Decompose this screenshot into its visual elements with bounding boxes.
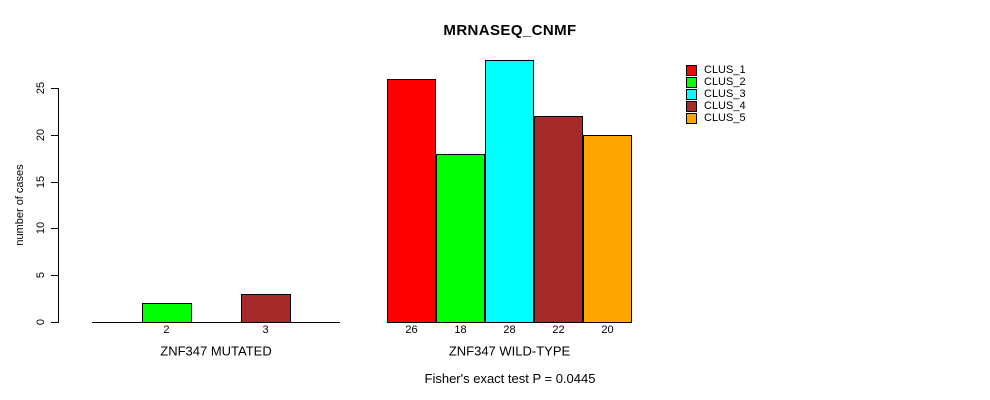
legend-label: CLUS_3 (704, 88, 746, 100)
y-axis-tick-label: 5 (35, 271, 47, 279)
legend-item-clus_5: CLUS_5 (686, 113, 766, 125)
legend-label: CLUS_1 (704, 64, 746, 76)
y-axis-tick-label: 0 (35, 318, 47, 326)
legend-swatch-clus_3 (686, 89, 697, 100)
y-axis-tick (51, 228, 58, 229)
y-axis-tick-label: 15 (35, 175, 47, 189)
caption-fisher-test: Fisher's exact test P = 0.0445 (424, 371, 596, 386)
bar-clus_5-2 (583, 135, 632, 323)
y-axis-tick (51, 322, 58, 323)
y-axis-tick-label: 20 (35, 128, 47, 142)
y-axis-tick (51, 182, 58, 183)
y-axis-tick-label: 25 (35, 81, 47, 95)
bar-value-label: 3 (262, 324, 269, 336)
bar-clus_2-1 (142, 303, 192, 323)
bar-clus_3-2 (485, 60, 534, 323)
group-baseline (92, 322, 340, 323)
bar-clus_1-2 (387, 79, 436, 323)
y-axis-tick (51, 88, 58, 89)
bar-value-label: 18 (454, 324, 467, 336)
bar-value-label: 28 (503, 324, 516, 336)
group-label-1: ZNF347 MUTATED (160, 343, 272, 359)
legend-label: CLUS_5 (704, 112, 746, 124)
legend-item-clus_1: CLUS_1 (686, 65, 766, 77)
chart-title: MRNASEQ_CNMF (443, 22, 577, 39)
bar-clus_4-2 (534, 116, 583, 323)
bar-value-label: 22 (552, 324, 565, 336)
legend-swatch-clus_4 (686, 101, 697, 112)
y-axis-line (58, 88, 59, 323)
bar-value-label: 20 (601, 324, 614, 336)
y-axis-tick (51, 275, 58, 276)
legend-swatch-clus_2 (686, 77, 697, 88)
legend-item-clus_4: CLUS_4 (686, 101, 766, 113)
legend-label: CLUS_4 (704, 100, 746, 112)
bar-value-label: 2 (163, 324, 170, 336)
y-axis-tick-label: 10 (35, 221, 47, 235)
legend-label: CLUS_2 (704, 76, 746, 88)
bar-clus_4-1 (241, 294, 291, 323)
bar-value-label: 26 (405, 324, 418, 336)
legend-swatch-clus_5 (686, 113, 697, 124)
y-axis-tick (51, 135, 58, 136)
group-label-2: ZNF347 WILD-TYPE (448, 343, 571, 359)
y-axis-title: number of cases (14, 164, 26, 246)
legend-item-clus_3: CLUS_3 (686, 89, 766, 101)
legend-item-clus_2: CLUS_2 (686, 77, 766, 89)
legend-swatch-clus_1 (686, 65, 697, 76)
bar-clus_2-2 (436, 154, 485, 323)
